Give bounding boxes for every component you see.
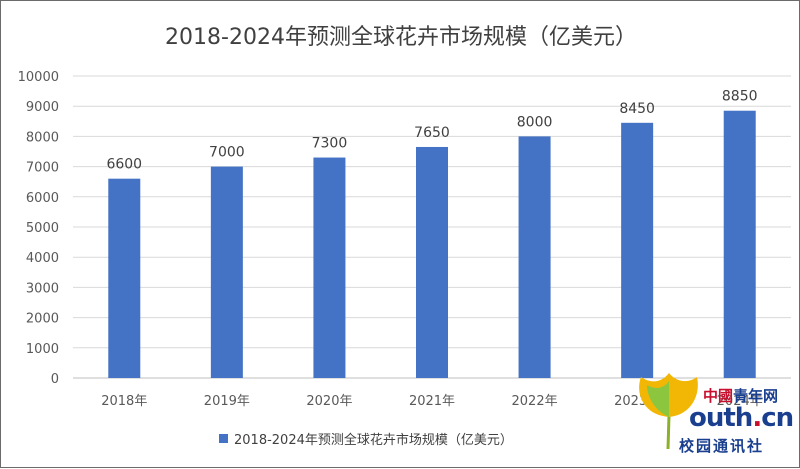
bar (416, 146, 448, 378)
watermark-outh: outh (689, 403, 753, 433)
bar (723, 110, 756, 378)
bar (621, 122, 654, 378)
y-tick-label: 7000 (26, 161, 59, 176)
x-tick-label: 2022年 (512, 394, 558, 409)
x-tick-label: 2021年 (409, 394, 455, 409)
data-label: 8850 (722, 89, 758, 105)
x-tick-label: 2024年 (717, 394, 763, 409)
data-label: 8000 (517, 114, 553, 130)
legend-label: 2018-2024年预测全球花卉市场规模（亿美元） (234, 433, 513, 448)
watermark-youth-net: 青年网 (733, 387, 779, 405)
data-label: 7650 (414, 125, 450, 141)
site-watermark-logo: 中國青年网 outh.cn 校园通讯社 (629, 369, 794, 461)
y-tick-label: 5000 (26, 221, 59, 236)
y-tick-label: 6000 (26, 191, 59, 206)
y-tick-label: 3000 (26, 281, 59, 296)
x-tick-label: 2018年 (101, 394, 147, 409)
watermark-line-3: 校园通讯社 (679, 437, 765, 455)
bar (210, 166, 243, 378)
watermark-line-2: outh.cn (689, 403, 794, 433)
chart-title: 2018-2024年预测全球花卉市场规模（亿美元） (165, 25, 637, 50)
x-tick-label: 2019年 (204, 394, 250, 409)
watermark-line-1: 中國青年网 (703, 385, 778, 406)
y-tick-label: 8000 (26, 130, 59, 145)
x-tick-label: 2020年 (306, 394, 352, 409)
legend: 2018-2024年预测全球花卉市场规模（亿美元） (219, 429, 513, 448)
data-label: 6600 (106, 157, 142, 173)
bar (313, 157, 346, 378)
watermark-cn: 中國 (703, 387, 734, 405)
ginkgo-leaf-icon (639, 373, 698, 450)
watermark-cn-domain: cn (761, 403, 794, 433)
data-label: 7300 (312, 136, 348, 152)
y-tick-label: 9000 (26, 100, 59, 115)
legend-swatch (219, 434, 228, 443)
bar (108, 178, 141, 378)
y-tick-label: 4000 (26, 251, 59, 266)
data-label: 7000 (209, 145, 245, 161)
y-tick-label: 2000 (26, 312, 59, 327)
y-tick-label: 1000 (26, 342, 59, 357)
watermark-dot: . (752, 403, 762, 433)
y-tick-label: 10000 (18, 70, 59, 85)
data-label: 8450 (619, 101, 655, 117)
bar (518, 136, 551, 378)
y-tick-label: 0 (51, 372, 59, 387)
